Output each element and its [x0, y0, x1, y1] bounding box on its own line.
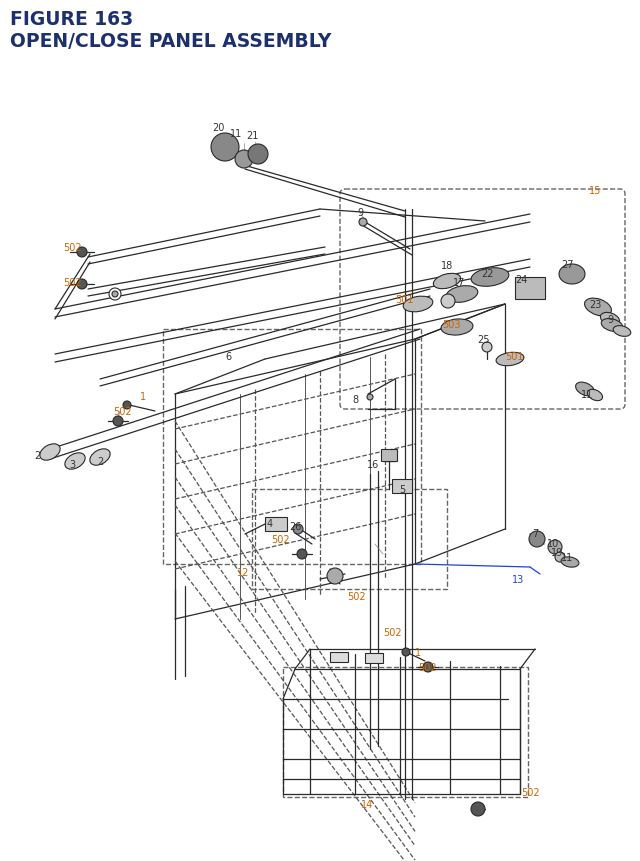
Circle shape — [482, 343, 492, 353]
Circle shape — [77, 248, 87, 257]
Text: 14: 14 — [361, 799, 373, 809]
Text: 2: 2 — [34, 450, 40, 461]
Text: 2: 2 — [97, 456, 103, 467]
Ellipse shape — [584, 299, 611, 317]
Bar — [252, 489, 447, 589]
Text: 26: 26 — [289, 522, 301, 531]
Text: 21: 21 — [246, 131, 258, 141]
Text: 3: 3 — [69, 460, 75, 469]
Ellipse shape — [441, 319, 473, 336]
Text: 502: 502 — [113, 406, 131, 417]
Text: 501: 501 — [505, 351, 524, 362]
Circle shape — [113, 417, 123, 426]
Circle shape — [359, 219, 367, 226]
Text: 13: 13 — [512, 574, 524, 585]
Text: 9: 9 — [607, 314, 613, 325]
Text: 22: 22 — [481, 269, 493, 279]
Text: 9: 9 — [357, 208, 363, 218]
Circle shape — [367, 394, 373, 400]
Bar — [515, 278, 545, 300]
Text: 24: 24 — [515, 275, 527, 285]
Ellipse shape — [559, 264, 585, 285]
Text: 25: 25 — [477, 335, 489, 344]
Ellipse shape — [575, 382, 595, 396]
Circle shape — [423, 662, 433, 672]
Bar — [283, 667, 528, 797]
Circle shape — [529, 531, 545, 548]
Text: 7: 7 — [532, 529, 538, 538]
Text: 1: 1 — [140, 392, 146, 401]
Ellipse shape — [90, 449, 110, 466]
Text: 5: 5 — [399, 485, 405, 494]
Ellipse shape — [40, 444, 60, 461]
Ellipse shape — [496, 353, 524, 366]
Bar — [330, 653, 348, 662]
Text: 6: 6 — [225, 351, 231, 362]
Text: 11: 11 — [230, 129, 242, 139]
Circle shape — [402, 648, 410, 656]
Ellipse shape — [471, 269, 509, 287]
Text: 4: 4 — [267, 518, 273, 529]
Circle shape — [123, 401, 131, 410]
Text: 27: 27 — [562, 260, 574, 269]
Circle shape — [327, 568, 343, 585]
Text: 502: 502 — [271, 535, 289, 544]
Text: 502: 502 — [63, 278, 81, 288]
Text: 18: 18 — [441, 261, 453, 270]
Text: FIGURE 163: FIGURE 163 — [10, 10, 133, 29]
Circle shape — [112, 292, 118, 298]
Ellipse shape — [433, 274, 461, 289]
Ellipse shape — [561, 557, 579, 567]
Text: 501: 501 — [395, 294, 413, 305]
Circle shape — [471, 802, 485, 816]
Ellipse shape — [403, 297, 433, 313]
Circle shape — [293, 524, 303, 535]
Bar — [381, 449, 397, 461]
Text: 502: 502 — [383, 628, 401, 637]
Circle shape — [211, 133, 239, 162]
Text: 23: 23 — [589, 300, 601, 310]
Bar — [163, 330, 421, 564]
Text: 20: 20 — [212, 123, 224, 133]
Text: 502: 502 — [418, 662, 436, 672]
Text: 8: 8 — [352, 394, 358, 405]
Text: 17: 17 — [453, 278, 465, 288]
Bar — [365, 653, 383, 663]
Text: 19: 19 — [551, 548, 563, 557]
Ellipse shape — [588, 390, 602, 401]
Bar — [265, 517, 287, 531]
Text: 502: 502 — [63, 243, 81, 253]
Text: 11: 11 — [581, 389, 593, 400]
Text: 15: 15 — [589, 186, 601, 195]
Circle shape — [77, 280, 87, 289]
Ellipse shape — [65, 453, 85, 469]
Ellipse shape — [601, 319, 623, 332]
Text: 1: 1 — [415, 647, 421, 657]
Circle shape — [109, 288, 121, 300]
Circle shape — [555, 553, 565, 562]
Circle shape — [248, 145, 268, 164]
Text: 16: 16 — [367, 460, 379, 469]
Text: 502: 502 — [347, 592, 365, 601]
Circle shape — [235, 151, 253, 169]
Text: 11: 11 — [561, 553, 573, 562]
Text: OPEN/CLOSE PANEL ASSEMBLY: OPEN/CLOSE PANEL ASSEMBLY — [10, 32, 332, 51]
Text: 12: 12 — [237, 567, 249, 578]
Text: 10: 10 — [547, 538, 559, 548]
Text: 503: 503 — [442, 319, 460, 330]
Circle shape — [548, 541, 562, 554]
Text: 502: 502 — [521, 787, 540, 797]
Bar — [392, 480, 412, 493]
Ellipse shape — [613, 326, 631, 337]
Ellipse shape — [600, 313, 620, 326]
Circle shape — [441, 294, 455, 308]
Circle shape — [297, 549, 307, 560]
Ellipse shape — [446, 287, 478, 303]
